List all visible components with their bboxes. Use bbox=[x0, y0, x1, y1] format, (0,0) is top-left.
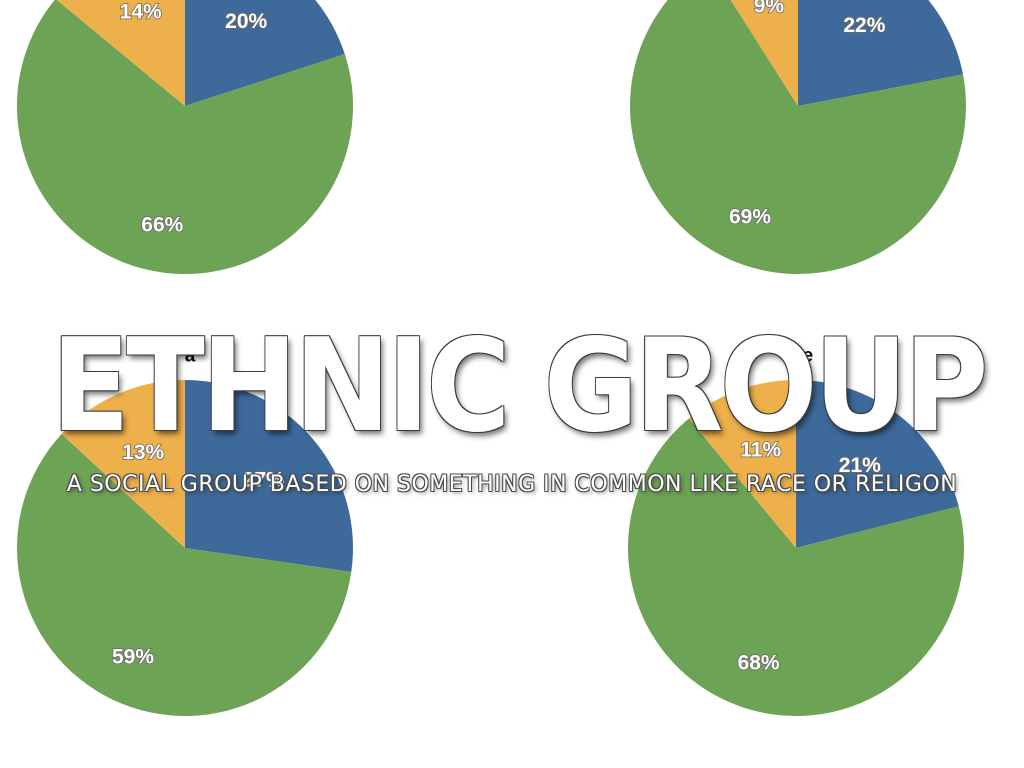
pie-slice bbox=[730, 0, 798, 106]
pie-slice bbox=[17, 434, 352, 717]
pie-chart-4: 21% 68% 11% ixe bbox=[627, 346, 964, 716]
pie-slice-label: 69% bbox=[729, 206, 771, 229]
pie-slice-label: 68% bbox=[738, 652, 780, 675]
pie-slice-label: 27% bbox=[243, 468, 285, 491]
pie-slice-label: 13% bbox=[122, 441, 164, 464]
pie-chart-title: ixe bbox=[787, 346, 813, 367]
pie-slice bbox=[798, 0, 964, 106]
pie-slice bbox=[185, 380, 354, 572]
pie-slice bbox=[796, 380, 959, 548]
pie-slice-label: 59% bbox=[112, 646, 154, 669]
slide-subtitle: A SOCIAL GROUP BASED ON SOMETHING IN COM… bbox=[66, 472, 958, 497]
pie-slice bbox=[630, 0, 966, 274]
pie-slice-label: 9% bbox=[754, 0, 785, 18]
pie-slice bbox=[185, 0, 345, 106]
pie-slice-label: 14% bbox=[120, 0, 162, 23]
pie-slice bbox=[61, 380, 186, 548]
pie-chart-3: 27% 59% 13% a bbox=[17, 346, 354, 717]
pie-slice-label: 21% bbox=[839, 454, 881, 477]
pie-slice-label: 66% bbox=[141, 213, 183, 236]
pie-slice bbox=[627, 418, 964, 716]
pie-slice-label: 11% bbox=[740, 439, 781, 462]
pie-slice bbox=[688, 380, 796, 548]
pie-chart-1: 20% 66% 14% bbox=[17, 0, 353, 274]
pie-slice bbox=[17, 0, 353, 274]
pie-slice-label: 20% bbox=[225, 10, 267, 33]
pie-slice bbox=[56, 0, 185, 106]
pie-chart-2: 22% 69% 9% bbox=[630, 0, 966, 274]
pie-slice-label: 22% bbox=[843, 14, 885, 37]
pie-chart-title: a bbox=[185, 346, 196, 367]
slide-title: ETHNIC GROUP bbox=[51, 312, 988, 461]
